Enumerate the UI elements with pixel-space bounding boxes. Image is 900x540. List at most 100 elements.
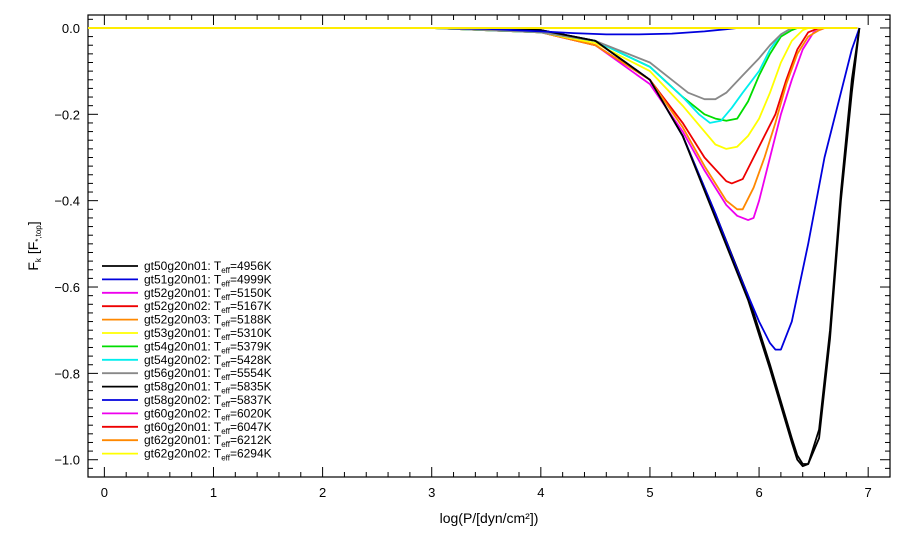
legend-teff-symbol: T — [214, 259, 222, 273]
legend-entry-gt56g20n01: gt56g20n01: Teff=5554K — [144, 366, 272, 382]
y-tick-labels: 0.0 −0.2 −0.4 −0.6 −0.8 −1.0 — [54, 21, 80, 468]
legend-teff-value: =6020K — [230, 406, 272, 420]
y-tick-label: −1.0 — [54, 453, 80, 468]
legend-series-name: gt58g20n02: — [144, 393, 214, 407]
x-tick-label: 4 — [537, 485, 544, 500]
series-line-gt58g20n02 — [88, 27, 858, 36]
legend-teff-value: =5428K — [230, 353, 272, 367]
legend-entry-gt60g20n02: gt60g20n02: Teff=6020K — [144, 406, 272, 422]
legend-entry-gt51g20n01: gt51g20n01: Teff=4999K — [144, 272, 272, 288]
y-tick-label: −0.8 — [54, 366, 80, 381]
legend-teff-symbol: T — [214, 393, 222, 407]
legend-teff-symbol: T — [214, 299, 222, 313]
y-tick-label: −0.4 — [54, 194, 80, 209]
x-tick-labels: 0 1 2 3 4 5 6 7 — [101, 485, 872, 500]
series-line-gt53g20n01 — [88, 27, 809, 150]
y-axis-unit-main: [F — [25, 242, 41, 254]
x-tick-label: 1 — [210, 485, 217, 500]
legend-teff-symbol: T — [214, 353, 222, 367]
legend-teff-value: =6212K — [230, 433, 272, 447]
legend-entry-gt52g20n01: gt52g20n01: Teff=5150K — [144, 286, 272, 302]
legend-series-name: gt56g20n01: — [144, 366, 214, 380]
y-axis-label: Fk [F*,top] — [25, 221, 43, 270]
legend-teff-subscript: eff — [221, 266, 231, 275]
y-tick-label: −0.6 — [54, 280, 80, 295]
legend-series-name: gt52g20n01: — [144, 286, 214, 300]
legend-series-name: gt58g20n01: — [144, 380, 214, 394]
legend-series-name: gt51g20n01: — [144, 272, 214, 286]
legend-teff-symbol: T — [214, 339, 222, 353]
legend-teff-symbol: T — [214, 447, 222, 461]
y-tick-label: −0.2 — [54, 107, 80, 122]
legend-series-name: gt62g20n02: — [144, 447, 214, 461]
axis-ticks — [88, 15, 891, 478]
legend-teff-subscript: eff — [221, 306, 231, 315]
legend-teff-value: =6047K — [230, 420, 272, 434]
legend-entry-gt52g20n03: gt52g20n03: Teff=5188K — [144, 313, 272, 329]
series-line-gt52g20n03 — [88, 27, 825, 211]
legend-teff-value: =4999K — [230, 272, 272, 286]
x-tick-label: 5 — [646, 485, 653, 500]
x-tick-label: 6 — [755, 485, 762, 500]
legend-series-name: gt62g20n01: — [144, 433, 214, 447]
legend-teff-subscript: eff — [221, 360, 231, 369]
legend-teff-value: =5379K — [230, 339, 272, 353]
legend-teff-symbol: T — [214, 433, 222, 447]
y-axis-label-sub: k — [34, 257, 43, 262]
legend-teff-value: =4956K — [230, 259, 272, 273]
legend-entry-gt52g20n02: gt52g20n02: Teff=5167K — [144, 299, 272, 315]
x-tick-label: 2 — [319, 485, 326, 500]
legend-teff-symbol: T — [214, 366, 222, 380]
legend-series-name: gt54g20n01: — [144, 339, 214, 353]
legend-teff-symbol: T — [214, 286, 222, 300]
x-tick-label: 7 — [865, 485, 872, 500]
legend-teff-value: =5310K — [230, 326, 272, 340]
legend-series-name: gt50g20n01: — [144, 259, 214, 273]
series-line-gt54g20n01 — [88, 27, 798, 122]
legend-teff-symbol: T — [214, 272, 222, 286]
legend-teff-subscript: eff — [221, 373, 231, 382]
y-tick-label: 0.0 — [62, 21, 80, 36]
legend-entry-gt54g20n02: gt54g20n02: Teff=5428K — [144, 353, 272, 369]
legend-teff-subscript: eff — [221, 279, 231, 288]
legend-teff-value: =5150K — [230, 286, 272, 300]
legend-teff-subscript: eff — [221, 293, 231, 302]
legend-teff-symbol: T — [214, 380, 222, 394]
legend-teff-value: =5835K — [230, 380, 272, 394]
legend-teff-subscript: eff — [221, 333, 231, 342]
legend-series-name: gt52g20n02: — [144, 299, 214, 313]
legend-series-name: gt52g20n03: — [144, 313, 214, 327]
legend-entry-gt50g20n01: gt50g20n01: Teff=4956K — [144, 259, 272, 275]
legend-teff-symbol: T — [214, 326, 222, 340]
series-line-gt52g20n01 — [88, 27, 825, 222]
legend-teff-subscript: eff — [221, 387, 231, 396]
series-lines — [88, 27, 861, 468]
legend-series-name: gt60g20n01: — [144, 420, 214, 434]
y-axis-label-main: F — [25, 262, 41, 271]
legend-teff-subscript: eff — [221, 320, 231, 329]
legend-series-name: gt53g20n01: — [144, 326, 214, 340]
legend-teff-value: =5188K — [230, 313, 272, 327]
legend-teff-value: =5554K — [230, 366, 272, 380]
legend-teff-subscript: eff — [221, 454, 231, 463]
x-tick-label: 3 — [428, 485, 435, 500]
legend-entry-gt58g20n01: gt58g20n01: Teff=5835K — [144, 380, 272, 396]
series-line-gt58g20n01 — [88, 27, 861, 468]
legend-series-name: gt60g20n02: — [144, 406, 214, 420]
plot-frame — [87, 14, 891, 478]
legend-series-name: gt54g20n02: — [144, 353, 214, 367]
y-axis-unit-close: ] — [25, 221, 41, 225]
legend-entry-gt62g20n01: gt62g20n01: Teff=6212K — [144, 433, 272, 449]
legend-teff-subscript: eff — [221, 400, 231, 409]
legend-entry-gt53g20n01: gt53g20n01: Teff=5310K — [144, 326, 272, 342]
legend-entry-gt58g20n02: gt58g20n02: Teff=5837K — [144, 393, 272, 409]
x-tick-label: 0 — [101, 485, 108, 500]
series-line-gt56g20n01 — [88, 27, 793, 101]
legend-teff-subscript: eff — [221, 427, 231, 436]
legend-teff-subscript: eff — [221, 413, 231, 422]
legend-teff-symbol: T — [214, 313, 222, 327]
legend-teff-subscript: eff — [221, 346, 231, 355]
series-line-gt52g20n02 — [88, 27, 820, 185]
